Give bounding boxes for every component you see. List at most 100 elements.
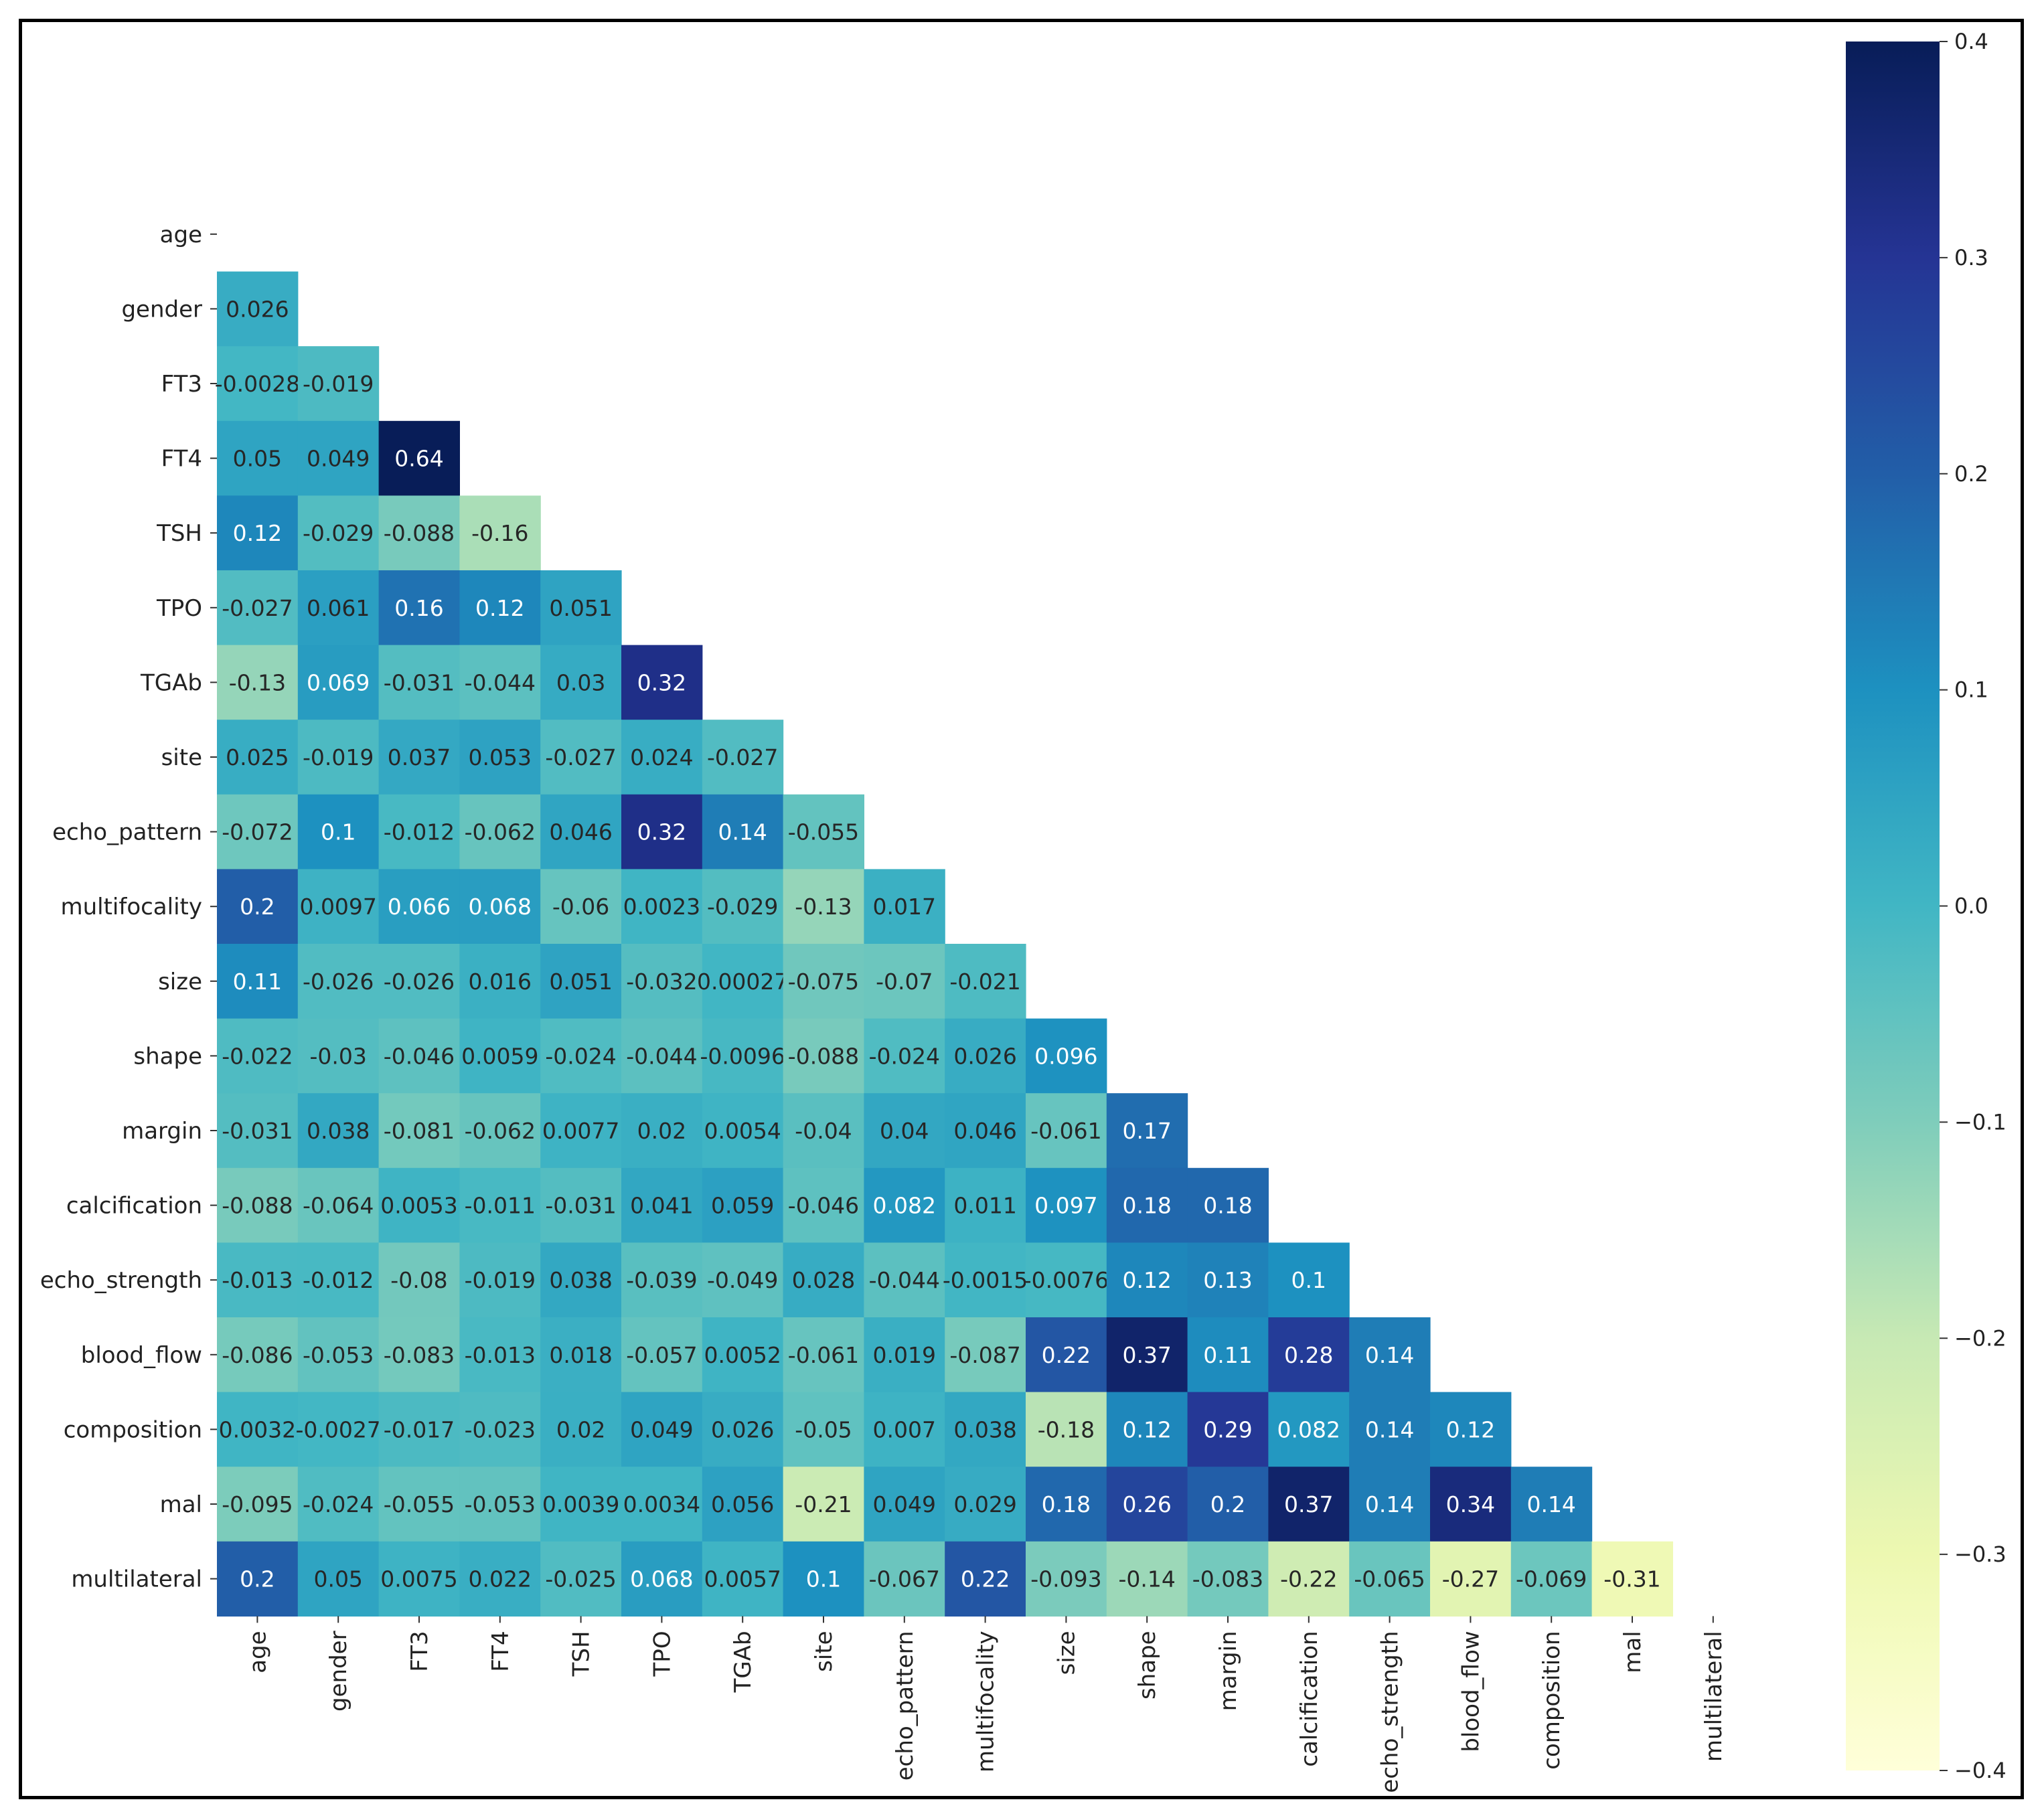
cell-value-label: -0.044 [626,1043,697,1069]
heatmap-cell [1268,1317,1350,1393]
heatmap-cell [1187,1467,1269,1542]
cell-value-label: 0.0057 [704,1566,781,1592]
cell-value-label: 0.00027 [697,969,788,995]
cell-value-label: 0.019 [873,1342,936,1368]
cell-value-label: 0.13 [1203,1267,1252,1293]
cell-value-label: 0.1 [1291,1267,1326,1293]
cell-value-label: 0.22 [961,1566,1010,1592]
cell-value-label: 0.14 [718,819,767,845]
cell-value-label: -0.027 [222,595,293,621]
heatmap-cell [217,495,299,571]
cell-value-label: 0.026 [711,1416,774,1442]
cell-value-label: -0.039 [626,1267,697,1293]
cell-value-label: -0.019 [303,744,374,770]
colorbar-tick-label: 0.0 [1954,894,1988,919]
cell-value-label: 0.18 [1122,1193,1171,1219]
heatmap-cell [783,794,864,870]
heatmap-cell [297,1018,380,1094]
heatmap-cell [702,869,784,944]
cell-value-label: -0.027 [545,744,616,770]
cell-value-label: 0.26 [1122,1491,1171,1517]
heatmap-cell [378,869,460,944]
heatmap-cell [783,869,864,944]
heatmap-cell [459,869,541,944]
heatmap-cell [1349,1467,1431,1542]
x-tick-label: TGAb [730,1631,757,1693]
heatmap-cell [1349,1392,1431,1467]
x-tick-label: multilateral [1701,1631,1727,1762]
heatmap-cell [378,1093,460,1169]
heatmap-cell [1430,1541,1512,1617]
heatmap-cell [1510,1541,1593,1617]
cell-value-label: 0.16 [394,595,443,621]
heatmap-cell [540,1093,622,1169]
cell-value-label: 0.017 [873,894,936,920]
heatmap-cell [378,1317,460,1393]
heatmap-cell [783,1093,864,1169]
cell-value-label: 0.038 [307,1118,370,1144]
cell-value-label: -0.021 [949,969,1020,995]
heatmap-cell [217,794,299,870]
heatmap-cell [1187,1242,1269,1318]
cell-value-label: 0.049 [630,1416,693,1442]
heatmap-cell [459,1167,541,1243]
cell-value-label: 0.051 [549,969,612,995]
cell-value-label: -0.044 [465,669,536,695]
cell-value-label: -0.053 [465,1491,536,1517]
heatmap-cell [378,1541,460,1617]
cell-value-label: -0.095 [222,1491,293,1517]
heatmap-cell [378,720,460,795]
heatmap-cell [945,1541,1026,1617]
heatmap-cell [217,570,299,646]
cell-value-label: 0.049 [873,1491,936,1517]
heatmap-cell [864,1018,945,1094]
y-tick-label: calcification [66,1193,202,1220]
cell-value-label: 0.046 [953,1118,1016,1144]
colorbar-tick-label: 0.3 [1954,245,1988,270]
cell-value-label: -0.013 [222,1267,293,1293]
y-tick-label: margin [122,1118,202,1145]
heatmap-cell [297,944,380,1019]
heatmap-cell [540,1317,622,1393]
cell-value-label: -0.012 [384,819,455,845]
heatmap-cell [1026,1018,1107,1094]
cell-value-label: 0.34 [1446,1491,1495,1517]
cell-value-label: -0.083 [1192,1566,1263,1592]
heatmap-cell [621,794,703,870]
heatmap-cell [864,1541,945,1617]
heatmap-cell [1430,1467,1512,1542]
cell-value-label: 0.14 [1365,1491,1414,1517]
heatmap-cell [378,495,460,571]
cell-value-label: -0.029 [707,894,778,920]
cell-value-label: 0.018 [549,1342,612,1368]
colorbar-tick-label: 0.1 [1954,677,1988,703]
y-tick-label: shape [133,1043,202,1070]
x-tick-label: size [1053,1631,1080,1675]
heatmap-cell [621,1541,703,1617]
cell-value-label: 0.038 [953,1416,1016,1442]
cell-value-label: 0.12 [1446,1416,1495,1442]
colorbar-tick-label: 0.2 [1954,461,1988,487]
heatmap-cell [1349,1541,1431,1617]
x-tick-label: mal [1620,1631,1646,1673]
x-tick-label: echo_strength [1377,1631,1404,1793]
cell-value-label: -0.065 [1354,1566,1425,1592]
heatmap-cell [702,1242,784,1318]
heatmap-cell [217,1317,299,1393]
cell-value-label: -0.022 [222,1043,293,1069]
heatmap-cell [702,1093,784,1169]
heatmap-cell [378,645,460,720]
heatmap-cell [217,1018,299,1094]
cell-value-label: 0.18 [1042,1491,1091,1517]
cell-value-label: 0.068 [630,1566,693,1592]
heatmap-cell [783,1018,864,1094]
heatmap-cell [864,1317,945,1393]
heatmap-cell [540,720,622,795]
cell-value-label: -0.04 [795,1118,852,1144]
heatmap-cell [217,944,299,1019]
cell-value-label: -0.0076 [1024,1267,1109,1293]
x-tick-label: calcification [1296,1631,1323,1766]
heatmap-cell [702,720,784,795]
cell-value-label: -0.31 [1603,1566,1660,1592]
